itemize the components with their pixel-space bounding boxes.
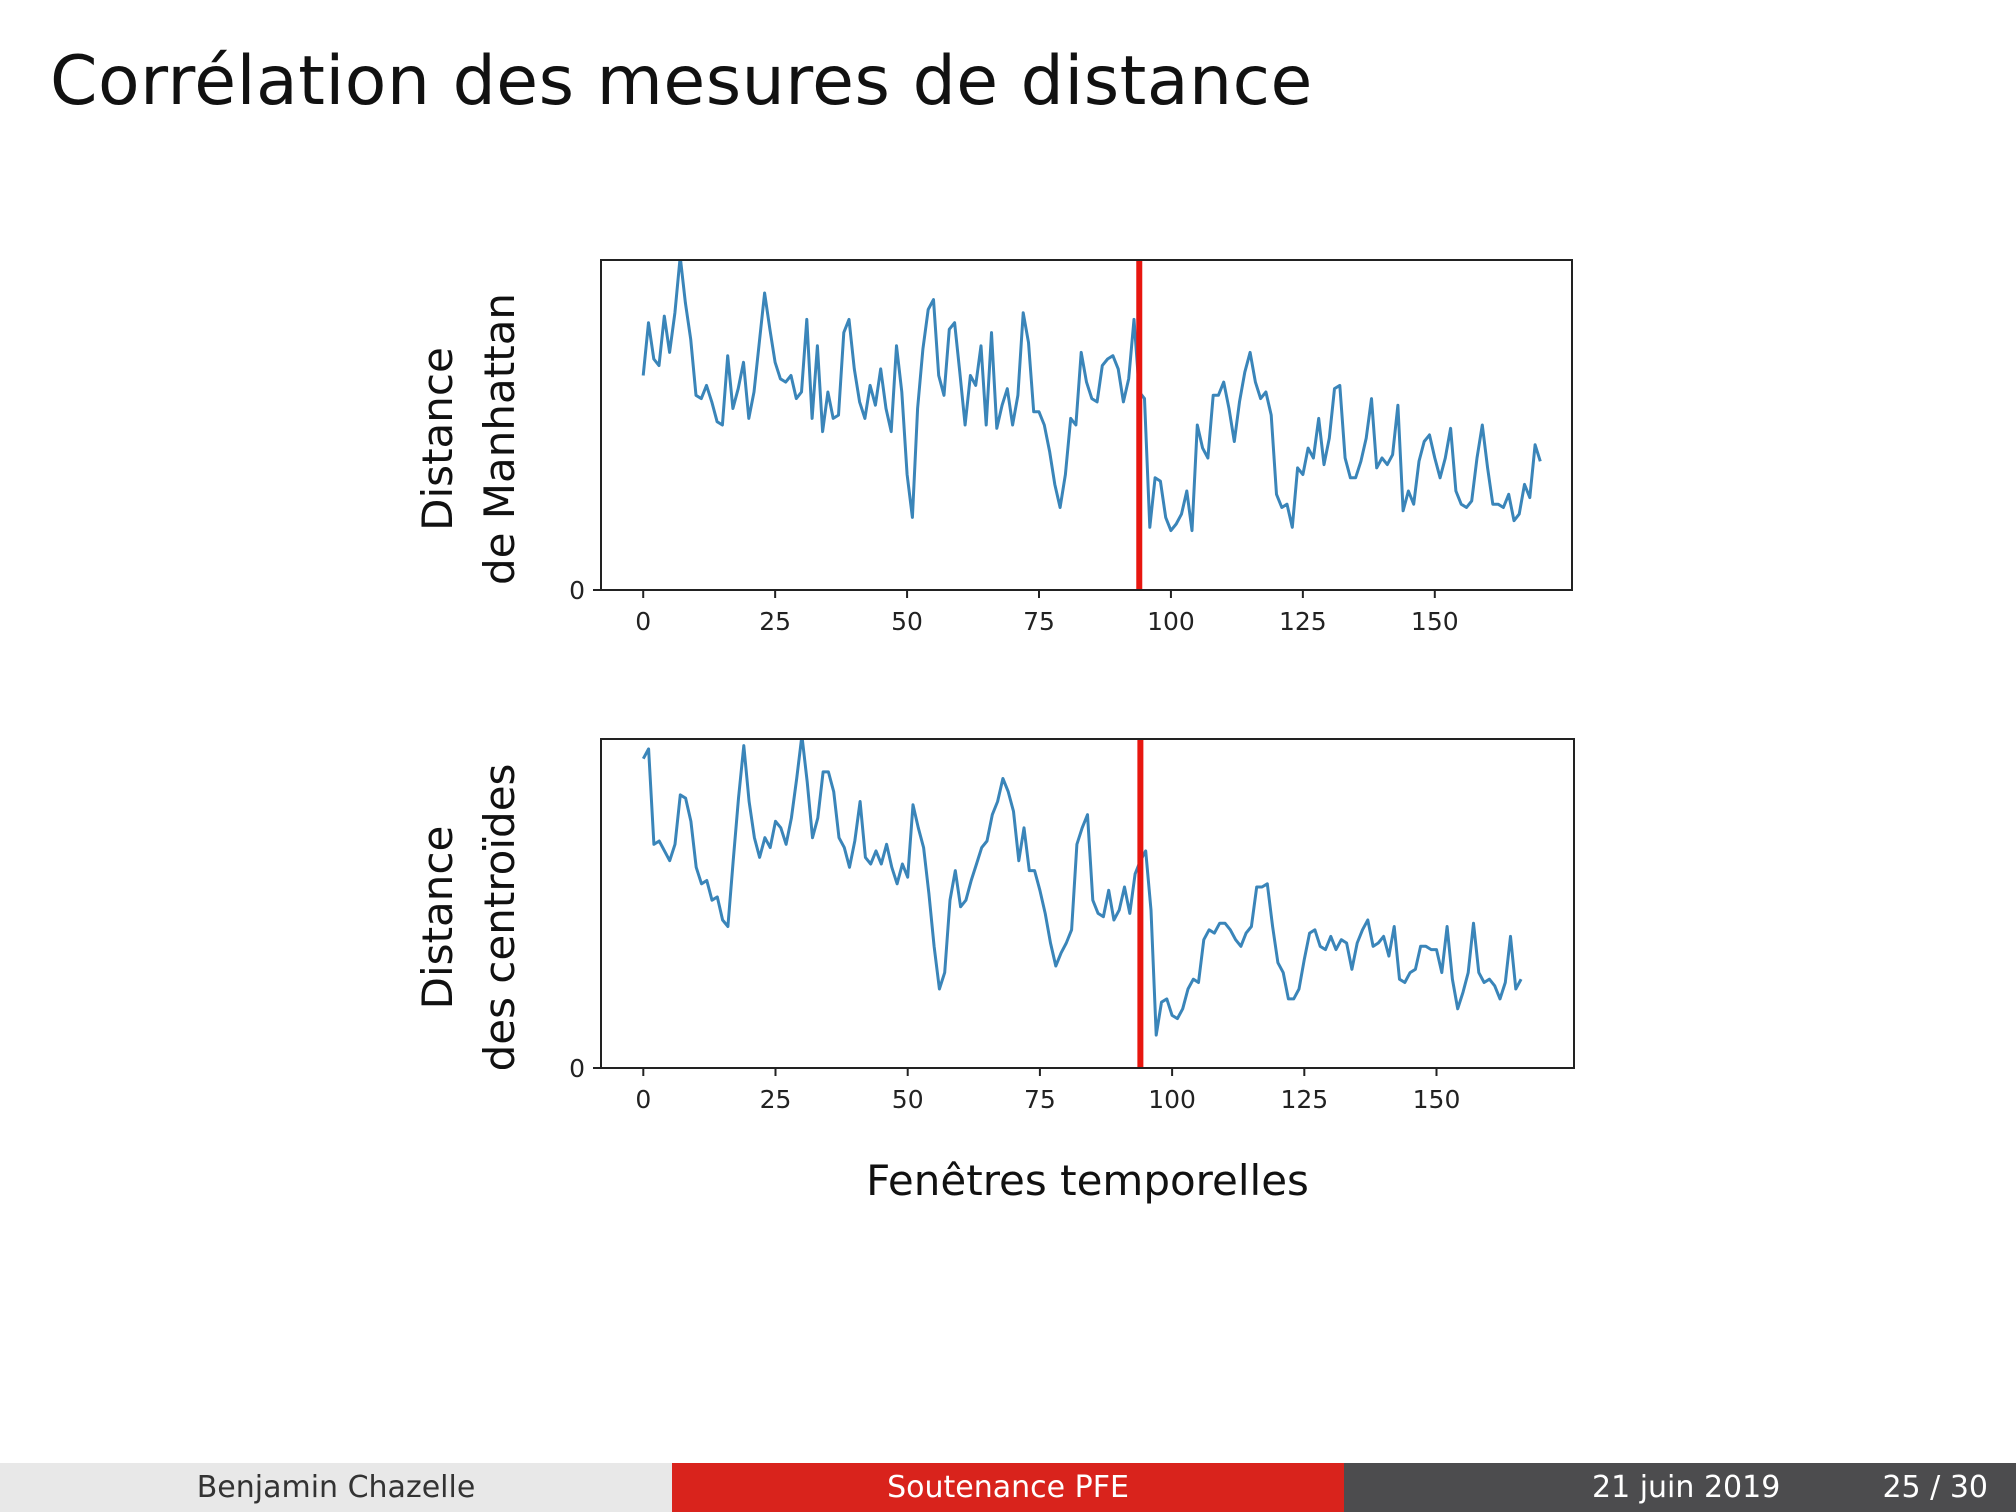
footer-date: 21 juin 2019 xyxy=(1592,1470,1781,1505)
x-tick-label: 150 xyxy=(1413,1085,1461,1114)
y-axis-label: des centroïdes xyxy=(475,764,524,1072)
y-axis-label: de Manhattan xyxy=(475,293,524,585)
charts-figure: 0 25 50 75 100 125 150 0 Distance de Manhattan 0 25… xyxy=(413,259,1575,1205)
series-line-1 xyxy=(641,739,1523,1037)
y-tick-label: 0 xyxy=(569,1054,585,1083)
y-tick-label: 0 xyxy=(569,576,585,605)
x-tick-label: 0 xyxy=(635,1085,651,1114)
x-tick-label: 75 xyxy=(1023,607,1055,636)
x-tick-label: 0 xyxy=(635,607,651,636)
footer-date-section: 21 juin 2019 25 / 30 xyxy=(1344,1463,2016,1512)
x-tick-label: 50 xyxy=(892,1085,924,1114)
series-line-1 xyxy=(641,260,1542,533)
footer-author: Benjamin Chazelle xyxy=(0,1463,672,1512)
x-tick-label: 100 xyxy=(1147,607,1195,636)
x-tick-label: 150 xyxy=(1411,607,1459,636)
plot-frame xyxy=(600,259,1573,591)
x-tick-label: 75 xyxy=(1024,1085,1056,1114)
x-axis-label: Fenêtres temporelles xyxy=(866,1156,1309,1205)
x-tick-label: 100 xyxy=(1148,1085,1196,1114)
x-tick-label: 50 xyxy=(891,607,923,636)
plot-frame xyxy=(600,738,1575,1069)
footer-page-number: 25 / 30 xyxy=(1882,1470,1988,1505)
x-tick-label: 25 xyxy=(760,1085,792,1114)
slide-title: Corrélation des mesures de distance xyxy=(50,42,1313,121)
x-tick-label: 25 xyxy=(759,607,791,636)
x-tick-label: 125 xyxy=(1280,1085,1328,1114)
footer-bar: Benjamin Chazelle Soutenance PFE 21 juin… xyxy=(0,1463,2016,1512)
chart-panel-2: 0 25 50 75 100 125 150 0 Distance des centroïdes F… xyxy=(413,738,1575,1205)
chart-panel-1: 0 25 50 75 100 125 150 0 Distance de Manhattan xyxy=(413,259,1573,636)
y-axis-label: Distance xyxy=(413,826,462,1010)
x-tick-label: 125 xyxy=(1279,607,1327,636)
y-axis-label: Distance xyxy=(413,347,462,531)
footer-event: Soutenance PFE xyxy=(672,1463,1344,1512)
